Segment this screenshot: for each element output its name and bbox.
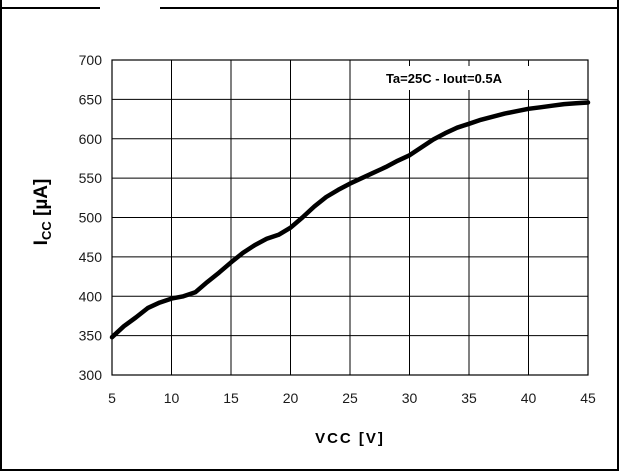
y-tick-label: 350 xyxy=(79,328,103,344)
annotation-label: Ta=25C - Iout=0.5A xyxy=(386,71,503,86)
y-tick-label: 450 xyxy=(79,249,103,265)
x-tick-label: 40 xyxy=(521,390,537,406)
y-axis-title-subscript: CC xyxy=(39,221,54,240)
y-tick-label: 500 xyxy=(79,210,103,226)
y-axis-title-main: I xyxy=(31,240,52,245)
x-tick-label: 25 xyxy=(342,390,358,406)
x-tick-label: 5 xyxy=(108,390,116,406)
y-tick-label: 700 xyxy=(79,52,103,68)
x-tick-label: 45 xyxy=(580,390,596,406)
series-line xyxy=(109,100,591,340)
x-tick-label: 30 xyxy=(402,390,418,406)
series-layer xyxy=(109,100,591,340)
y-tick-label: 650 xyxy=(79,91,103,107)
y-tick-label: 300 xyxy=(79,367,103,383)
plot-area-frame xyxy=(111,59,589,376)
y-tick-label: 600 xyxy=(79,131,103,147)
x-tick-label: 10 xyxy=(164,390,180,406)
x-tick-label: 15 xyxy=(223,390,239,406)
y-axis-title-unit: [µA] xyxy=(31,179,52,222)
x-tick-label: 20 xyxy=(283,390,299,406)
x-axis-title: VCC [V] xyxy=(315,430,385,447)
tick-labels: 5 10 15 20 25 30 35 40 45 300 350 400 450 500 550 600 65… xyxy=(79,52,596,406)
x-tick-label: 35 xyxy=(461,390,477,406)
y-tick-label: 400 xyxy=(79,288,103,304)
y-tick-label: 550 xyxy=(79,170,103,186)
annotation-background xyxy=(356,66,532,90)
y-axis-title: ICC [µA] xyxy=(31,179,54,246)
grid xyxy=(111,59,589,376)
